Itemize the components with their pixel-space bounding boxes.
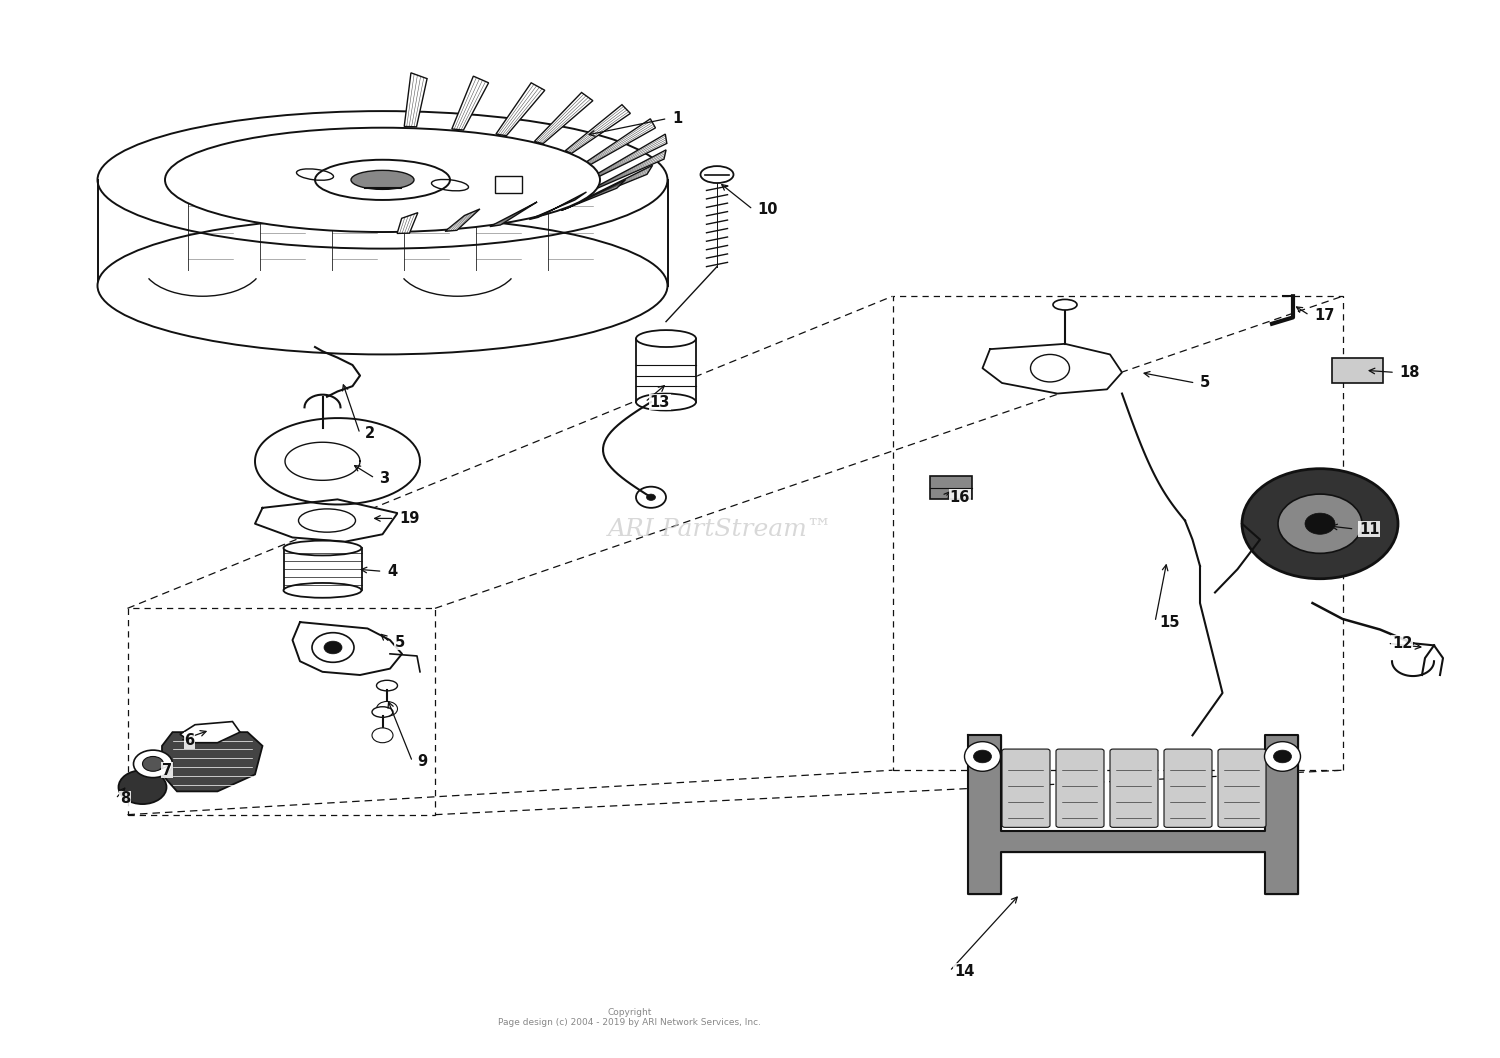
Polygon shape	[404, 73, 427, 127]
Text: 5: 5	[1200, 376, 1210, 390]
Circle shape	[376, 701, 398, 716]
Circle shape	[142, 756, 164, 771]
Circle shape	[646, 494, 656, 500]
Ellipse shape	[372, 707, 393, 717]
Circle shape	[1242, 469, 1398, 579]
Ellipse shape	[964, 742, 1000, 771]
Ellipse shape	[636, 330, 696, 347]
Text: 10: 10	[758, 202, 778, 217]
Ellipse shape	[1264, 742, 1300, 771]
Circle shape	[1278, 494, 1362, 553]
Polygon shape	[496, 83, 544, 135]
Text: 14: 14	[954, 964, 975, 979]
Circle shape	[118, 770, 166, 804]
Text: 11: 11	[1359, 522, 1380, 536]
Ellipse shape	[284, 583, 362, 598]
Ellipse shape	[636, 394, 696, 411]
Text: 1: 1	[672, 111, 682, 126]
Ellipse shape	[1053, 299, 1077, 310]
Polygon shape	[561, 180, 626, 211]
Ellipse shape	[165, 128, 600, 232]
Ellipse shape	[98, 217, 668, 354]
FancyBboxPatch shape	[1218, 749, 1266, 827]
Circle shape	[324, 641, 342, 654]
Polygon shape	[255, 499, 398, 542]
Polygon shape	[586, 118, 656, 164]
Text: 19: 19	[399, 511, 420, 526]
Text: 4: 4	[387, 564, 398, 579]
Polygon shape	[968, 735, 1298, 894]
Text: 17: 17	[1314, 308, 1335, 323]
Polygon shape	[598, 134, 668, 177]
Circle shape	[1030, 354, 1069, 382]
Circle shape	[372, 728, 393, 743]
Text: 16: 16	[950, 490, 970, 505]
Text: 2: 2	[364, 426, 375, 441]
Polygon shape	[452, 76, 489, 130]
Text: 5: 5	[394, 635, 405, 650]
Polygon shape	[530, 191, 586, 219]
Text: 8: 8	[120, 791, 130, 806]
Text: 18: 18	[1400, 365, 1420, 380]
FancyBboxPatch shape	[1110, 749, 1158, 827]
Circle shape	[312, 633, 354, 662]
Circle shape	[1274, 750, 1292, 763]
FancyBboxPatch shape	[1164, 749, 1212, 827]
Ellipse shape	[298, 509, 355, 532]
Ellipse shape	[376, 680, 398, 691]
Polygon shape	[285, 442, 360, 480]
Text: 6: 6	[184, 733, 195, 748]
Circle shape	[134, 750, 172, 778]
Text: 15: 15	[1160, 615, 1180, 630]
Circle shape	[974, 750, 992, 763]
Polygon shape	[446, 208, 480, 232]
Polygon shape	[566, 105, 630, 153]
Text: 9: 9	[417, 754, 428, 769]
FancyBboxPatch shape	[1056, 749, 1104, 827]
Polygon shape	[982, 344, 1122, 394]
Text: 7: 7	[162, 763, 172, 778]
Ellipse shape	[284, 541, 362, 555]
Polygon shape	[398, 213, 418, 234]
Ellipse shape	[351, 170, 414, 189]
Text: 13: 13	[650, 395, 670, 409]
FancyBboxPatch shape	[1332, 358, 1383, 383]
Ellipse shape	[315, 160, 450, 200]
Polygon shape	[255, 418, 420, 505]
Ellipse shape	[700, 166, 734, 183]
Polygon shape	[636, 339, 696, 402]
Polygon shape	[490, 202, 537, 226]
Polygon shape	[534, 92, 592, 144]
Circle shape	[1305, 513, 1335, 534]
FancyBboxPatch shape	[1002, 749, 1050, 827]
Polygon shape	[597, 150, 666, 188]
FancyBboxPatch shape	[930, 476, 972, 499]
Polygon shape	[162, 732, 262, 791]
Text: ARI PartStream™: ARI PartStream™	[608, 517, 832, 541]
Text: 12: 12	[1392, 636, 1413, 651]
Text: 3: 3	[380, 471, 390, 486]
Polygon shape	[292, 622, 402, 675]
Polygon shape	[180, 722, 240, 743]
Text: Copyright
Page design (c) 2004 - 2019 by ARI Network Services, Inc.: Copyright Page design (c) 2004 - 2019 by…	[498, 1008, 762, 1027]
Polygon shape	[585, 165, 652, 200]
